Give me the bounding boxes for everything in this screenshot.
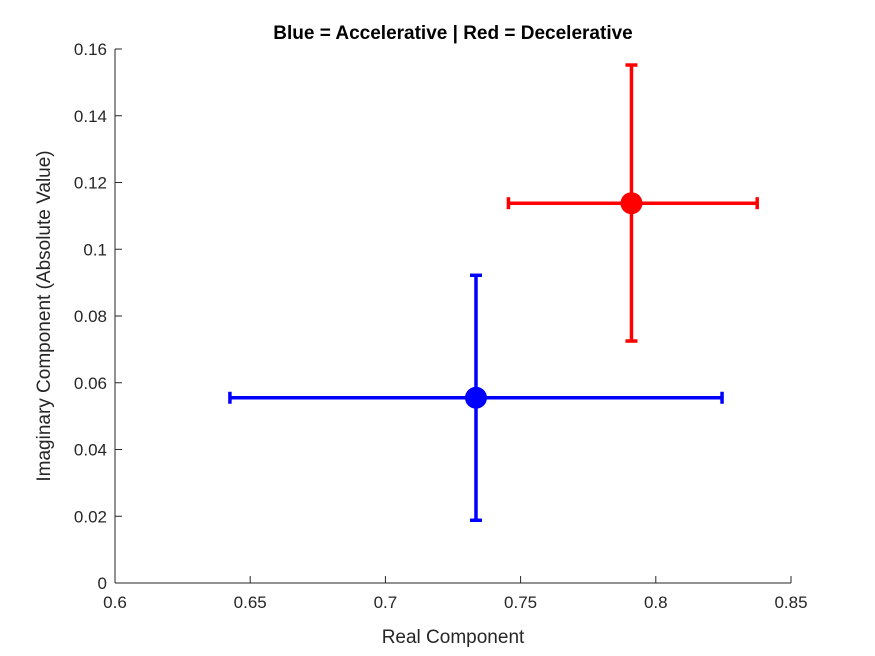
x-tick-label: 0.6	[103, 593, 127, 612]
x-tick-label: 0.75	[504, 593, 537, 612]
plot-axes: 0.6 0.65 0.7 0.75 0.8 0.85 0 0.02 0.04 0.06 0.08 0.…	[74, 40, 808, 612]
y-tick-label: 0.04	[74, 441, 107, 460]
series-1	[506, 63, 759, 343]
y-tick-label: 0.08	[74, 307, 107, 326]
x-tick-label: 0.65	[234, 593, 267, 612]
chart-title: Blue = Accelerative | Red = Decelerative	[273, 23, 632, 44]
y-tick-label: 0.16	[74, 40, 107, 59]
y-tick-label: 0	[98, 574, 107, 593]
y-tick-label: 0.02	[74, 507, 107, 526]
series-layer	[228, 63, 759, 523]
data-point	[620, 192, 643, 215]
x-tick-label: 0.7	[374, 593, 398, 612]
y-tick-label: 0.06	[74, 374, 107, 393]
data-point	[464, 386, 487, 409]
y-tick-label: 0.14	[74, 107, 107, 126]
y-axis-label: Imaginary Component (Absolute Value)	[34, 150, 55, 481]
x-axis-label: Real Component	[382, 627, 525, 648]
x-tick-label: 0.8	[644, 593, 668, 612]
series-0	[228, 273, 724, 523]
x-tick-label: 0.85	[774, 593, 807, 612]
y-tick-label: 0.12	[74, 174, 107, 193]
y-tick-label: 0.1	[83, 240, 107, 259]
